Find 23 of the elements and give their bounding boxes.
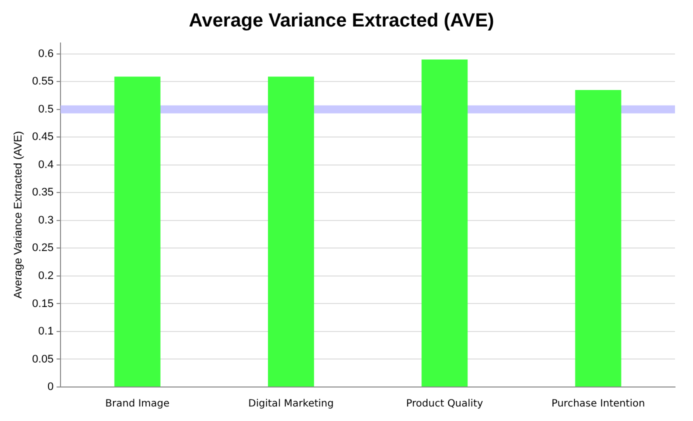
bar [575,90,622,386]
y-tick-label: 0.5 [38,103,54,116]
y-tick-label: 0 [47,381,54,394]
y-tick-label: 0.45 [32,131,54,144]
x-tick-label: Digital Marketing [248,398,334,410]
y-axis-title: Average Variance Extracted (AVE) [12,131,25,299]
y-tick-label: 0.6 [38,48,54,60]
x-tick-label: Purchase Intention [551,398,645,410]
chart-title: Average Variance Extracted (AVE) [188,10,494,32]
x-tick-label: Brand Image [105,398,170,410]
bar [422,59,468,386]
y-tick-label: 0.4 [38,158,54,171]
y-tick-label: 0.1 [38,326,54,338]
y-tick-label: 0.2 [38,270,54,282]
y-tick-label: 0.25 [32,242,54,254]
y-tick-label: 0.05 [32,353,54,366]
x-tick-label: Product Quality [406,398,484,410]
y-tick-label: 0.3 [38,214,54,226]
y-tick-label: 0.55 [32,76,54,88]
y-tick-label: 0.35 [32,186,54,199]
bar [268,76,314,386]
y-tick-label: 0.15 [32,298,54,310]
bar [114,76,160,386]
